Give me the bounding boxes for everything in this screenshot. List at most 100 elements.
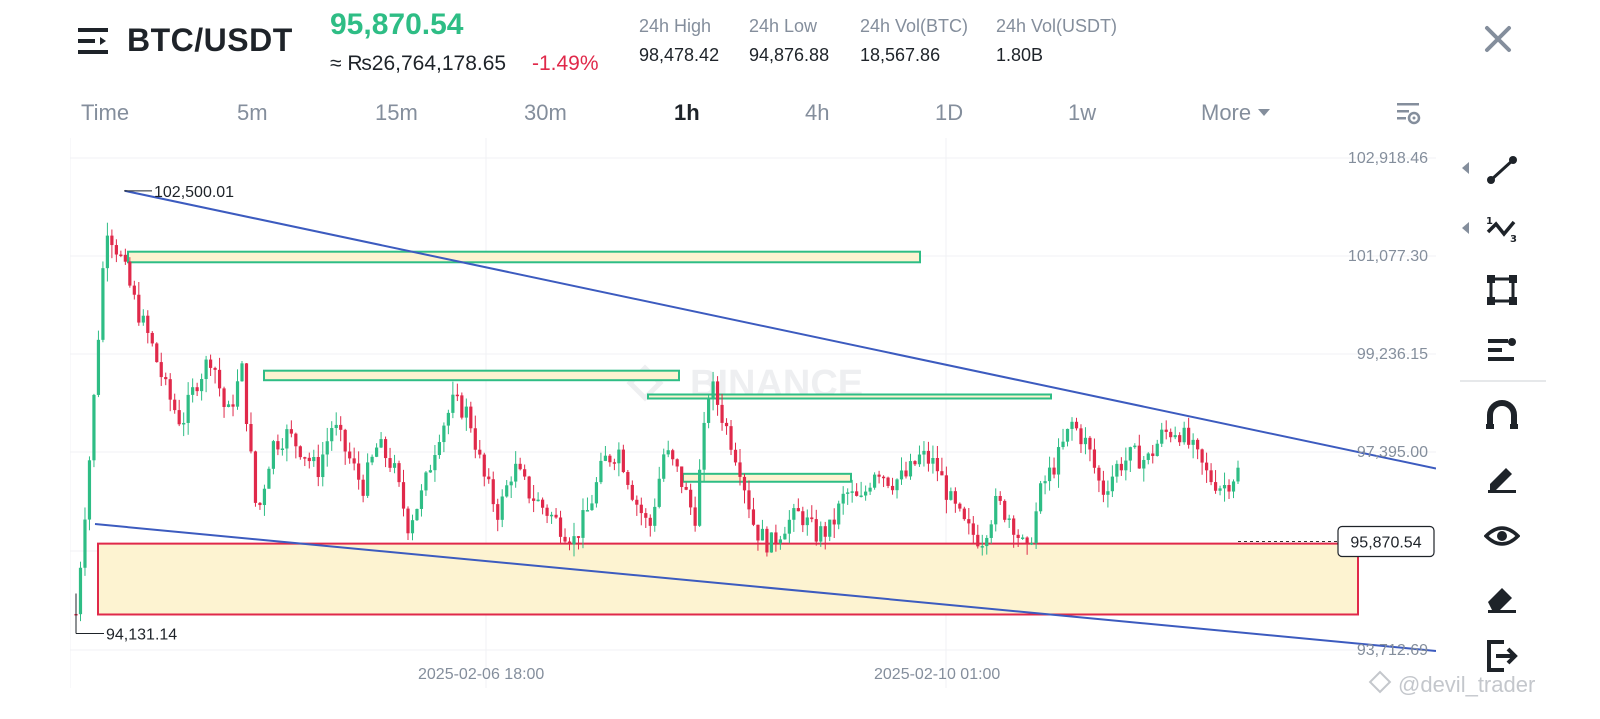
indicator-tool-icon[interactable] — [1484, 332, 1520, 368]
candle-body — [680, 466, 684, 487]
candle-body — [469, 406, 473, 429]
zones-layer — [97, 250, 1359, 616]
candles-layer — [74, 222, 1240, 622]
candle-body — [720, 404, 724, 423]
candle-body — [303, 457, 307, 459]
y-tick-label: 102,918.46 — [1347, 150, 1428, 167]
exit-tool-icon[interactable] — [1484, 638, 1520, 674]
candle-body — [1106, 491, 1110, 495]
price-change-percent: -1.49% — [532, 52, 599, 75]
pair-symbol[interactable]: BTC/USDT — [127, 22, 293, 58]
candle-body — [612, 462, 616, 464]
candle-body — [1178, 435, 1182, 443]
candle-body — [1164, 429, 1168, 432]
candle-body — [330, 428, 334, 442]
tab-1d[interactable]: 1D — [935, 100, 964, 125]
candle-body — [1213, 482, 1218, 491]
candle-body — [1218, 488, 1222, 491]
candle-body — [137, 294, 141, 323]
low-price-label: 94,131.14 — [106, 626, 177, 643]
candle-body — [1088, 437, 1092, 450]
candle-body — [576, 536, 581, 538]
candle-body — [881, 476, 886, 479]
candle-body — [967, 519, 971, 524]
candle-body — [1074, 421, 1079, 429]
stat-value: 94,876.88 — [749, 45, 830, 65]
visibility-tool-icon[interactable] — [1483, 518, 1521, 554]
brush-tool-icon[interactable] — [1484, 458, 1520, 494]
candle-body — [155, 343, 159, 363]
candle-body — [1097, 467, 1101, 481]
close-icon[interactable] — [1481, 22, 1515, 56]
candle-body — [217, 369, 222, 389]
candle-body — [994, 495, 998, 525]
candle-body — [487, 476, 491, 480]
candle-body — [698, 469, 702, 526]
price-marks-layer: 102,500.01 94,131.14 95,870.54 — [75, 184, 1435, 643]
candle-body — [433, 455, 437, 471]
tab-1h[interactable]: 1h — [674, 100, 700, 125]
candle-body — [159, 362, 163, 378]
stat-24h-high: 24h High 98,478.42 — [639, 16, 719, 66]
tab-15m[interactable]: 15m — [375, 100, 418, 125]
candle-body — [1173, 435, 1177, 438]
tab-more[interactable]: More — [1201, 100, 1271, 126]
candle-body — [83, 519, 87, 568]
candle-body — [240, 363, 244, 382]
candle-body — [729, 426, 733, 450]
candle-body — [1151, 453, 1155, 456]
tab-time[interactable]: Time — [81, 100, 130, 125]
candle-body — [724, 422, 729, 427]
menu-icon[interactable] — [78, 26, 112, 56]
high-price-label: 102,500.01 — [154, 184, 234, 201]
trendline-lower — [94, 523, 1436, 652]
candle-body — [626, 472, 630, 485]
tab-30m[interactable]: 30m — [524, 100, 567, 125]
tab-4h[interactable]: 4h — [805, 100, 830, 125]
candle-body — [460, 395, 464, 418]
candle-body — [437, 442, 442, 456]
tab-5m[interactable]: 5m — [237, 100, 268, 125]
candle-body — [1236, 467, 1240, 482]
caret-left-icon[interactable] — [1462, 162, 1469, 174]
magnet-tool-icon[interactable] — [1484, 398, 1520, 434]
candle-body — [895, 479, 899, 491]
candle-body — [864, 491, 868, 496]
candle-body — [370, 456, 374, 463]
stat-label: 24h Vol(USDT) — [996, 16, 1118, 36]
tab-1w[interactable]: 1w — [1068, 100, 1097, 125]
candle-body — [397, 463, 401, 483]
more-label: More — [1201, 100, 1252, 125]
candle-body — [832, 519, 836, 525]
caret-left-icon[interactable] — [1462, 222, 1469, 234]
candle-body — [482, 454, 486, 477]
candle-body — [958, 503, 962, 509]
trendline-upper — [124, 189, 1436, 470]
candle-body — [617, 449, 621, 464]
candle-body — [267, 468, 271, 489]
stat-label: 24h Vol(BTC) — [860, 16, 969, 36]
candle-body — [473, 428, 477, 450]
candle-body — [213, 367, 217, 370]
candle-body — [1209, 470, 1213, 483]
candle-body — [581, 510, 585, 538]
candle-body — [101, 268, 105, 340]
candle-body — [186, 394, 190, 423]
rectangle-tool-icon[interactable] — [1484, 272, 1520, 308]
chart-settings-icon[interactable] — [1396, 101, 1422, 127]
candle-body — [428, 470, 433, 473]
candle-body — [980, 546, 984, 548]
stat-24h-vol-usdt: 24h Vol(USDT) 1.80B — [996, 16, 1117, 66]
trendline-tool-icon[interactable] — [1484, 152, 1520, 188]
candle-body — [792, 508, 796, 520]
candle-body — [935, 458, 940, 472]
candle-body — [307, 457, 311, 462]
candle-body — [518, 463, 522, 470]
candle-body — [837, 503, 841, 525]
stat-label: 24h High — [639, 16, 712, 36]
eraser-tool-icon[interactable] — [1484, 578, 1520, 614]
candle-body — [527, 476, 531, 499]
price-chart[interactable]: BINANCE 102,500.01 94,131.14 95,870.54 102… — [70, 138, 1436, 688]
